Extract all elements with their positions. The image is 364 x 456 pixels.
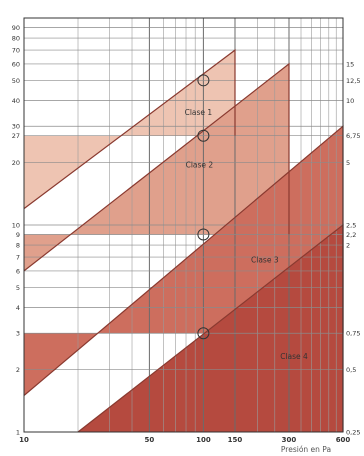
series-markers — [197, 74, 210, 340]
y-tick-label-left: 8 — [16, 242, 20, 250]
series-edge-clase-1 — [23, 48, 236, 210]
series-label-clase-4: Clase 4 — [280, 352, 308, 361]
y-tick-label-left: 6 — [16, 267, 20, 275]
y-tick-label-right: 12,5 — [346, 77, 360, 85]
y-tick-label-left: 3 — [16, 330, 20, 338]
x-axis-label: Presión en Pa — [281, 445, 331, 454]
y-tick-label-left: 30 — [12, 123, 20, 131]
y-tick-label-right: 6,75 — [346, 132, 360, 140]
y-tick-label-left: 20 — [12, 159, 20, 167]
series-label-clase-2: Clase 2 — [186, 160, 214, 169]
y-tick-label-left: 60 — [12, 60, 20, 68]
y-tick-label-right: 5 — [346, 159, 350, 167]
series-labels: Clase 1 Clase 2 Clase 3 Clase 4 — [185, 108, 308, 361]
grid-lines — [23, 18, 344, 433]
x-tick-label: 150 — [228, 436, 243, 444]
y-tick-label-right: 2,5 — [346, 222, 356, 230]
series-marker-clase-1 — [197, 74, 210, 87]
y-tick-label-right: 2 — [346, 242, 350, 250]
y-tick-label-left: 40 — [12, 97, 20, 105]
y-tick-label-right: 0,75 — [346, 330, 360, 338]
y-tick-label-left: 7 — [16, 254, 20, 262]
y-tick-label-left: 10 — [12, 222, 20, 230]
y-tick-label-left: 70 — [12, 47, 20, 55]
x-tick-label: 50 — [145, 436, 155, 444]
series-edge-clase-2 — [23, 62, 290, 272]
plot-frame — [23, 17, 344, 433]
series-marker-clase-3 — [197, 228, 210, 241]
y-tick-label-left: 80 — [12, 35, 20, 43]
y-tick-label-right: 0,25 — [346, 429, 360, 437]
y-tick-label-left: 27 — [12, 132, 20, 140]
series-label-clase-3: Clase 3 — [251, 255, 279, 264]
series-marker-clase-4 — [197, 327, 210, 340]
series-marker-clase-2 — [197, 129, 210, 142]
y-tick-label-left: 9 — [16, 231, 20, 239]
y-tick-label-left: 2 — [16, 366, 20, 374]
x-tick-label: 10 — [19, 436, 29, 444]
y-ticks-right: 0,25 0,5 0,75 2 2,22,5 5 6,75 10 12,5 15 — [346, 60, 360, 436]
y-tick-label-left: 90 — [12, 24, 20, 32]
x-tick-label: 100 — [196, 436, 211, 444]
y-tick-label-right: 2,2 — [346, 231, 356, 239]
x-tick-label: 600 — [336, 436, 351, 444]
y-tick-label-left: 50 — [12, 77, 20, 85]
y-tick-label-right: 0,5 — [346, 366, 356, 374]
series-label-clase-1: Clase 1 — [185, 108, 213, 117]
y-tick-label-left: 4 — [16, 304, 20, 312]
y-tick-label-left: 1 — [16, 429, 20, 437]
x-ticks: 10 50 100 150 300 600 — [19, 436, 350, 444]
x-tick-label: 300 — [282, 436, 297, 444]
y-tick-label-left: 5 — [16, 284, 20, 292]
y-tick-label-right: 10 — [346, 97, 354, 105]
y-tick-label-right: 15 — [346, 60, 354, 68]
